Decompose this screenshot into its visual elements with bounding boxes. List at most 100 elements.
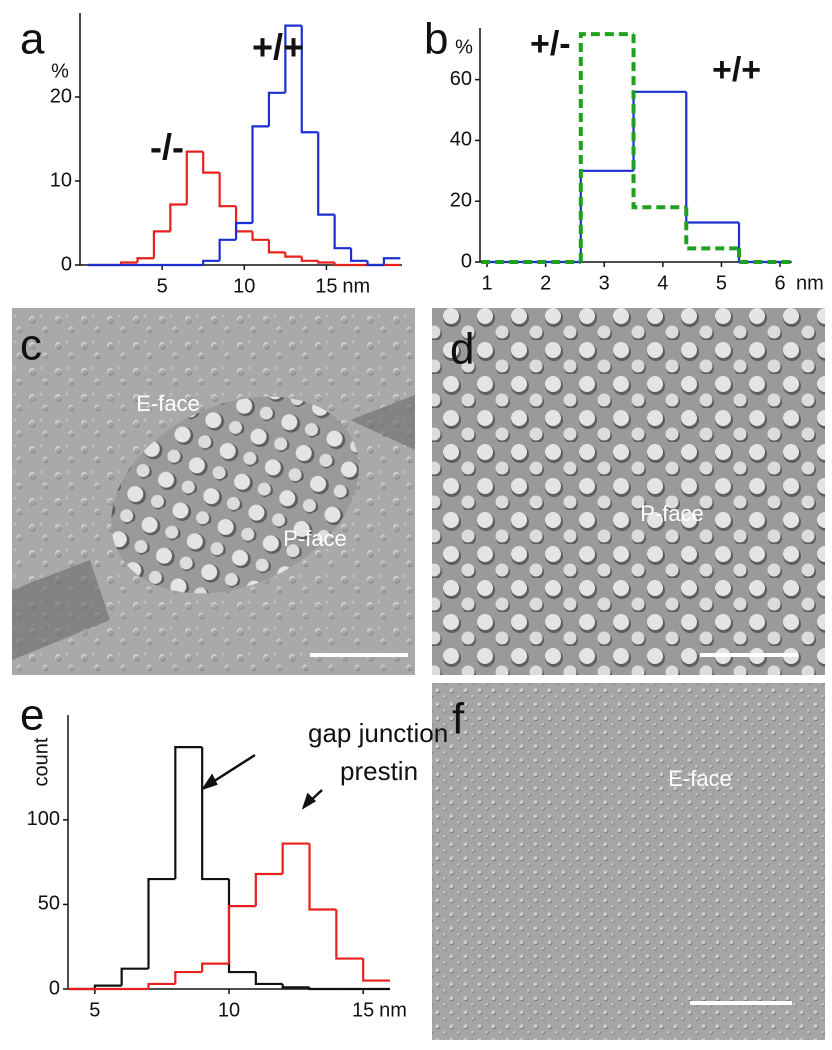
- histogram-bin: [202, 151, 220, 174]
- histogram-bin: [227, 879, 256, 974]
- histogram-bin: [174, 746, 203, 880]
- image-label: P-face: [283, 526, 347, 551]
- histogram-bin: [333, 262, 352, 267]
- histogram-bin: [251, 231, 269, 241]
- panel-letter: b: [424, 15, 448, 64]
- image-label: E-face: [136, 391, 200, 416]
- y-unit: count: [30, 737, 52, 786]
- histogram-bin: [136, 257, 154, 263]
- x-tick-label: 3: [599, 272, 610, 294]
- micrograph: [432, 308, 825, 675]
- micrograph: [12, 308, 415, 675]
- histogram-bin: [308, 843, 337, 911]
- x-tick-label: 1: [481, 272, 492, 294]
- micrograph: [432, 683, 825, 1040]
- annotation: +/-: [530, 25, 571, 63]
- image-label: E-face: [668, 766, 732, 791]
- histogram-bin: [631, 34, 687, 210]
- histogram-bin: [382, 257, 401, 265]
- x-tick-label: 10: [233, 275, 255, 297]
- x-unit: nm: [342, 275, 370, 297]
- x-unit: nm: [379, 999, 407, 1021]
- annotation: +/+: [252, 27, 304, 68]
- histogram-bin: [93, 984, 122, 989]
- histogram-bin: [308, 987, 337, 991]
- histogram-bin: [300, 256, 319, 262]
- histogram-bin: [362, 958, 390, 982]
- histogram-bin: [234, 221, 253, 240]
- histogram-bin: [147, 877, 176, 969]
- histogram-bin: [254, 972, 283, 986]
- histogram-bin: [579, 169, 634, 262]
- panel-letter: c: [20, 321, 42, 370]
- x-tick-label: 4: [657, 272, 668, 294]
- x-tick-label: 5: [89, 999, 100, 1021]
- histogram-bin: [317, 260, 335, 264]
- histogram-bin: [234, 206, 253, 233]
- y-tick-label: 0: [461, 250, 472, 272]
- histogram-bin: [685, 91, 740, 224]
- image-label: P-face: [640, 501, 704, 526]
- histogram-bin: [333, 214, 352, 250]
- panel-letter: a: [20, 15, 45, 64]
- histogram-bin: [578, 32, 634, 262]
- histogram-bin: [201, 962, 229, 973]
- histogram-bin: [684, 207, 740, 251]
- y-tick-label: 50: [38, 893, 60, 915]
- annotation: prestin: [340, 756, 418, 786]
- histogram-bin: [185, 150, 204, 205]
- annotation: +/+: [712, 51, 761, 89]
- histogram-bin: [267, 91, 286, 127]
- y-tick-label: 10: [50, 169, 72, 191]
- histogram-bin: [147, 982, 176, 989]
- histogram-bin: [737, 222, 792, 264]
- y-tick-label: 0: [49, 977, 60, 999]
- x-unit: nm: [796, 272, 824, 294]
- panel-letter: e: [20, 691, 44, 740]
- histogram-bin: [267, 239, 286, 254]
- histogram-bin: [284, 252, 302, 258]
- histogram-bin: [174, 970, 203, 984]
- x-tick-label: 2: [540, 272, 551, 294]
- x-tick-label: 6: [774, 272, 785, 294]
- histogram-bin: [218, 172, 237, 208]
- arrows: [200, 753, 323, 810]
- histogram-bin: [281, 842, 310, 874]
- y-tick-label: 20: [450, 190, 472, 212]
- histogram-bin: [201, 747, 229, 881]
- panel-letter: d: [450, 325, 474, 374]
- annotation: gap junction: [308, 718, 448, 748]
- y-tick-label: 100: [27, 808, 60, 830]
- y-tick-label: 40: [450, 129, 472, 151]
- annotation: -/-: [150, 127, 184, 168]
- y-tick-label: 20: [50, 85, 72, 107]
- histogram-bin: [202, 259, 220, 265]
- histogram-bin: [169, 203, 187, 232]
- histogram-bin: [366, 260, 384, 267]
- y-tick-label: 60: [450, 68, 472, 90]
- histogram-bin: [284, 24, 302, 93]
- histogram-bin: [152, 230, 171, 259]
- histogram-bin: [632, 90, 687, 171]
- histogram-bin: [335, 909, 364, 960]
- histogram-bin: [218, 238, 237, 261]
- histogram-bin: [300, 25, 319, 134]
- y-tick-label: 0: [61, 253, 72, 275]
- panel-letter: f: [452, 695, 465, 744]
- histogram-bin: [317, 132, 335, 216]
- histogram-bin: [737, 248, 792, 264]
- histogram-bin: [251, 125, 269, 223]
- x-tick-label: 10: [218, 999, 240, 1021]
- histogram-bin: [254, 872, 283, 907]
- x-tick-label: 5: [716, 272, 727, 294]
- y-unit: %: [51, 60, 69, 82]
- y-unit: %: [455, 36, 473, 58]
- x-tick-label: 15: [352, 999, 374, 1021]
- histogram-bin: [281, 983, 310, 989]
- x-tick-label: 15: [315, 275, 337, 297]
- histogram-bin: [227, 905, 256, 964]
- x-tick-label: 5: [157, 275, 168, 297]
- histogram-bin: [120, 967, 149, 986]
- histogram-bin: [349, 248, 368, 262]
